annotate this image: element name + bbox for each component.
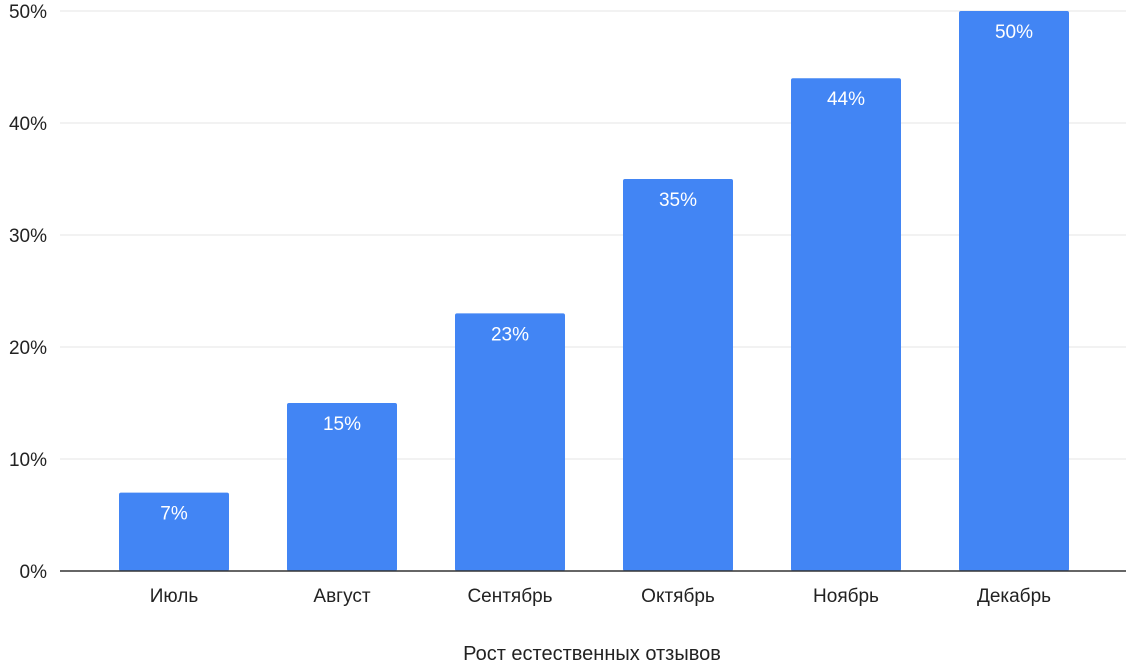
- bar-value-label: 35%: [659, 190, 697, 211]
- bar: [623, 179, 733, 571]
- grid-layer: [60, 10, 1126, 460]
- bar-value-label: 44%: [827, 89, 865, 110]
- x-tick-label: Ноябрь: [813, 586, 879, 607]
- y-tick-label: 20%: [9, 338, 47, 359]
- y-tick-label: 50%: [9, 2, 47, 23]
- bars-layer: [119, 11, 1069, 571]
- labels-layer: 7% Июль 15% Август 23% Сентябрь 35% Октябрь 44% Н…: [150, 22, 1051, 607]
- bar-value-label: 23%: [491, 324, 529, 345]
- x-tick-label: Август: [313, 586, 370, 607]
- y-tick-label: 0%: [20, 562, 48, 583]
- bar-value-label: 15%: [323, 414, 361, 435]
- axis-layer: 0% 10% 20% 30% 40% 50%: [9, 2, 1126, 583]
- bar: [959, 11, 1069, 571]
- x-tick-label: Октябрь: [641, 586, 715, 607]
- y-tick-label: 40%: [9, 114, 47, 135]
- x-axis-title: Рост естественных отзывов: [463, 643, 721, 663]
- bar: [287, 403, 397, 571]
- bar: [119, 492, 229, 571]
- x-tick-label: Сентябрь: [467, 586, 552, 607]
- x-tick-label: Июль: [150, 586, 199, 607]
- x-tick-label: Декабрь: [977, 586, 1051, 607]
- y-tick-label: 10%: [9, 450, 47, 471]
- bar: [455, 313, 565, 571]
- bar-value-label: 7%: [160, 504, 188, 525]
- bar-value-label: 50%: [995, 22, 1033, 43]
- bar: [791, 78, 901, 571]
- y-tick-label: 30%: [9, 226, 47, 247]
